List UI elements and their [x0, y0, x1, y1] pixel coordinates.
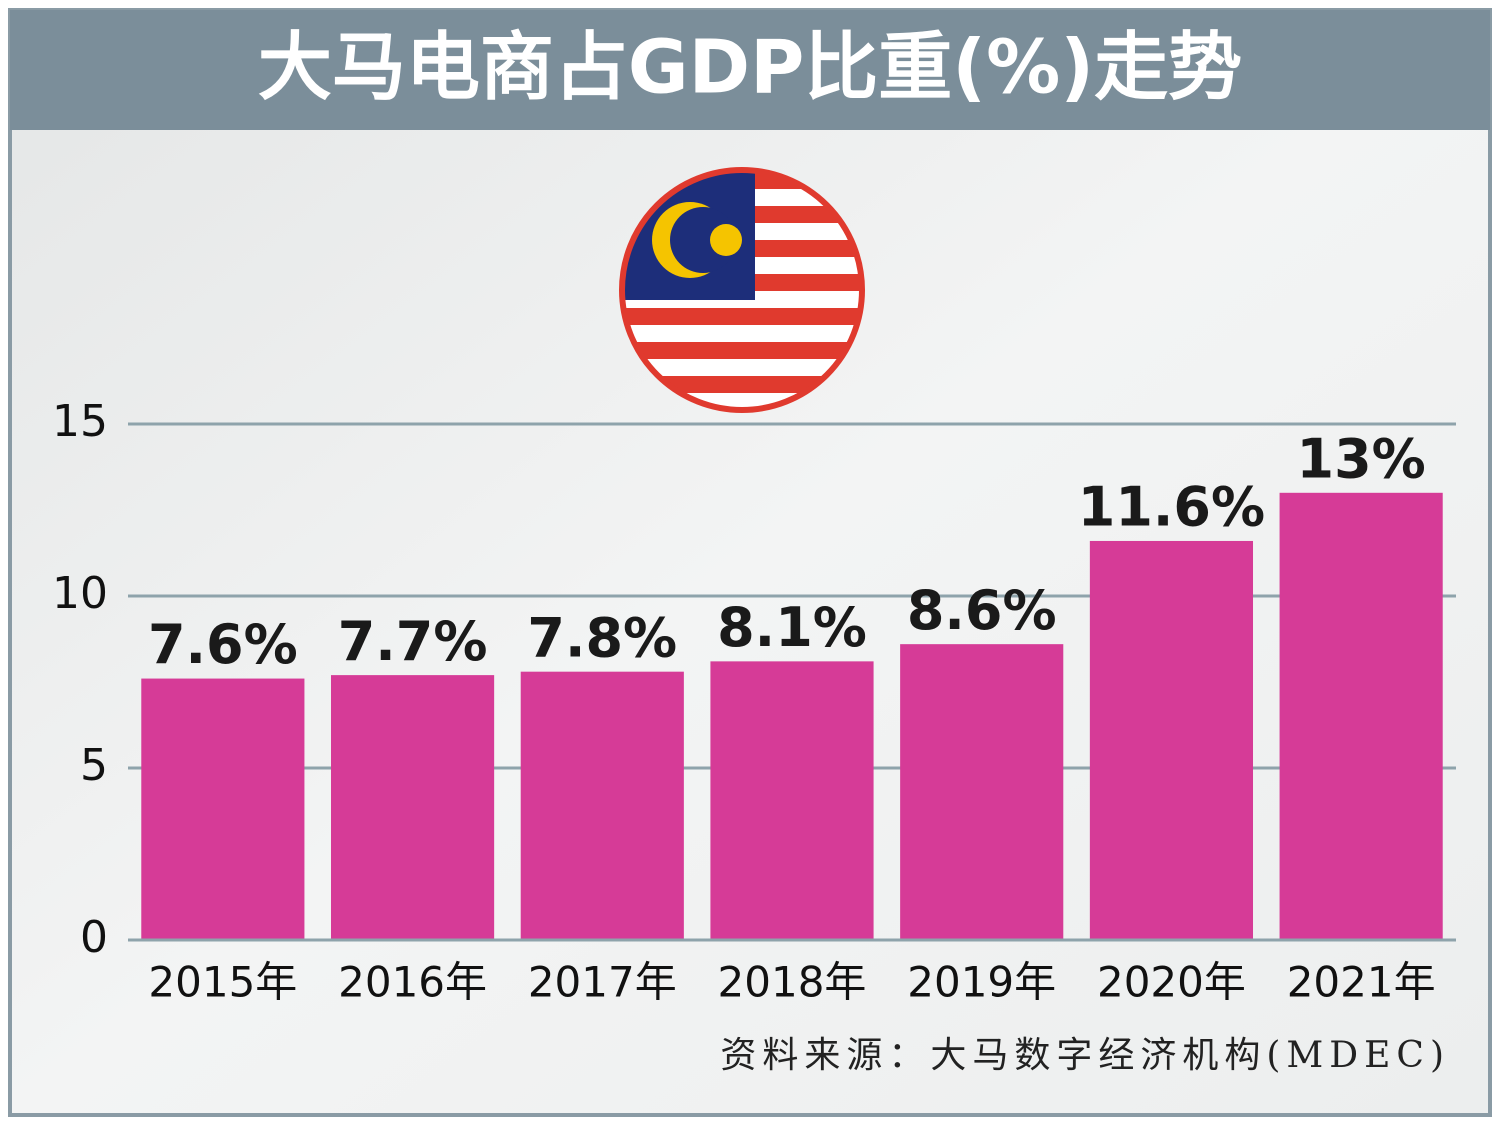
bar [1089, 540, 1254, 940]
x-tick-label: 2019年 [907, 958, 1056, 1007]
bar [710, 661, 874, 940]
y-tick-label: 5 [80, 740, 108, 791]
value-label: 7.7% [338, 610, 488, 673]
y-tick-label: 15 [52, 396, 108, 447]
value-label: 7.8% [527, 606, 677, 669]
chart-title: 大马电商占GDP比重(%)走势 [258, 25, 1242, 111]
bar [900, 644, 1064, 940]
value-label: 13% [1297, 427, 1426, 490]
bar [520, 671, 684, 940]
bar [1279, 492, 1443, 940]
source-note: 资料来源：大马数字经济机构(MDEC) [720, 1035, 1450, 1076]
value-label: 8.1% [717, 596, 867, 659]
title-bar [10, 10, 1490, 130]
x-tick-label: 2016年 [338, 958, 487, 1007]
x-tick-label: 2020年 [1097, 958, 1246, 1007]
bar [330, 675, 495, 940]
x-tick-label: 2018年 [718, 958, 867, 1007]
flag-ring [619, 167, 865, 413]
x-tick-label: 2015年 [148, 958, 297, 1007]
value-label: 11.6% [1078, 476, 1265, 539]
y-tick-label: 0 [80, 912, 108, 963]
x-tick-label: 2021年 [1287, 958, 1436, 1007]
value-label: 8.6% [907, 579, 1057, 642]
value-label: 7.6% [148, 613, 298, 676]
bar [141, 678, 305, 940]
x-tick-label: 2017年 [528, 958, 677, 1007]
y-tick-label: 10 [52, 568, 108, 619]
